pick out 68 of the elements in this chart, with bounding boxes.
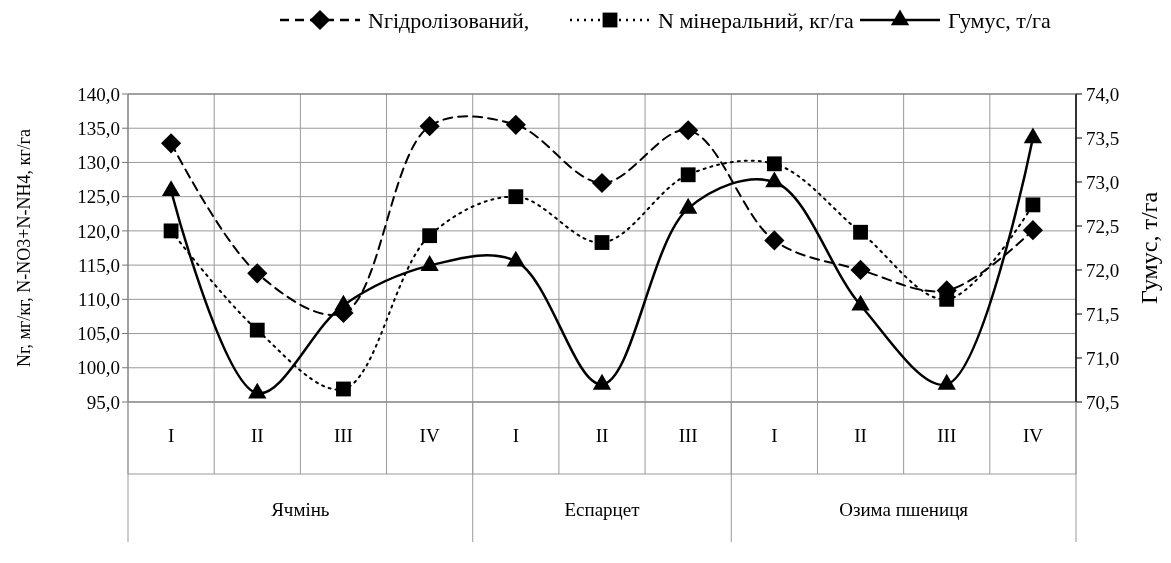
y2-tick-label: 72,5 (1086, 215, 1120, 237)
y2-tick-label: 71,0 (1086, 347, 1120, 369)
y-tick-label: 110,0 (77, 288, 120, 310)
point (1023, 127, 1043, 144)
y-tick-label: 135,0 (77, 117, 120, 139)
y2-tick-label: 73,5 (1086, 127, 1120, 149)
y-tick-label: 140,0 (77, 83, 120, 105)
y2-axis-title: Гумус, т/га (1136, 191, 1162, 305)
point (160, 133, 182, 154)
point (419, 116, 440, 137)
point (764, 230, 785, 251)
x-tick-label: I (512, 425, 519, 446)
point (851, 294, 870, 311)
point (678, 120, 699, 141)
point (853, 224, 868, 240)
x-tick-label: I (771, 425, 778, 446)
point (161, 180, 181, 197)
point (1022, 220, 1044, 241)
y-tick-label: 95,0 (86, 391, 120, 413)
y-tick-label: 105,0 (77, 323, 120, 345)
y-tick-label: 130,0 (77, 152, 120, 174)
y2-tick-label: 74,0 (1086, 83, 1120, 105)
point (766, 156, 782, 172)
y-axis-title: Nг, мг/кг, N-NO3+N-NH4, кг/га (14, 129, 34, 367)
y-tick-label: 120,0 (77, 220, 120, 242)
point (937, 373, 956, 390)
point (592, 373, 612, 390)
point (163, 223, 179, 239)
x-tick-label: IV (1022, 425, 1044, 446)
point (248, 382, 267, 399)
legend-label: Гумус, т/га (948, 7, 1052, 33)
point (594, 235, 610, 250)
y2-tick-label: 70,5 (1086, 391, 1120, 413)
point (680, 167, 696, 183)
legend-label: N мінеральний, кг/га (658, 7, 855, 33)
point (939, 291, 955, 307)
point (334, 294, 353, 311)
legend-label: Nгідролізований, (368, 7, 530, 33)
text: Озима пшениця (839, 499, 969, 520)
point (508, 189, 524, 205)
point (422, 228, 438, 244)
point (505, 114, 526, 135)
point (249, 322, 265, 338)
y-tick-label: 100,0 (77, 357, 120, 379)
y-tick-label: 115,0 (77, 254, 120, 276)
x-tick-label: III (678, 425, 698, 446)
x-tick-label: III (937, 425, 957, 446)
y2-tick-label: 73,0 (1086, 171, 1120, 193)
point (850, 259, 871, 280)
y2-tick-label: 71,5 (1086, 303, 1120, 325)
x-tick-label: II (250, 425, 264, 446)
point (420, 255, 439, 271)
y2-tick-label: 72,0 (1086, 259, 1120, 281)
x-tick-label: II (595, 425, 609, 446)
point (1025, 197, 1041, 213)
text: Еспарцет (564, 499, 641, 520)
point (336, 381, 351, 397)
text: Ячмінь (271, 499, 330, 520)
x-tick-label: I (167, 425, 175, 446)
x-tick-label: IV (419, 425, 440, 446)
x-tick-label: III (333, 425, 353, 446)
point (247, 263, 268, 284)
point (591, 172, 613, 194)
y-tick-label: 125,0 (77, 186, 120, 208)
point (506, 250, 525, 267)
point (679, 197, 698, 214)
point (765, 171, 784, 188)
x-tick-label: II (854, 425, 867, 446)
